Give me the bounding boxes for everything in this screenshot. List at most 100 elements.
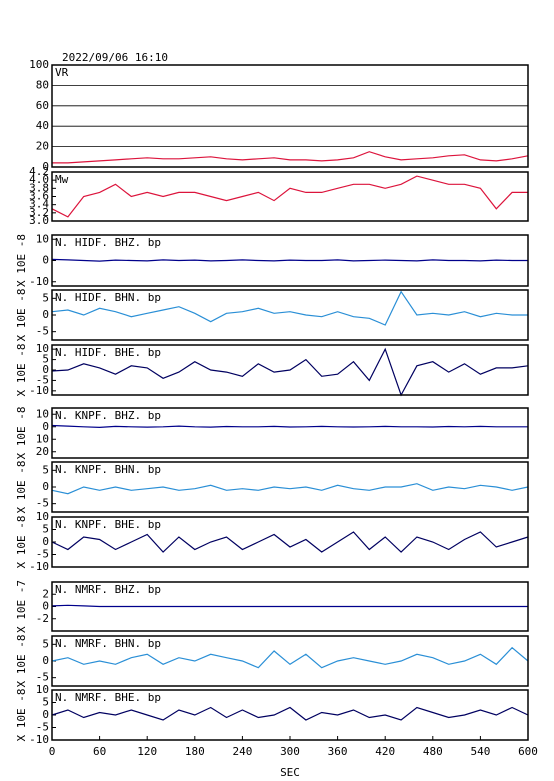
panel-title: N. NMRF. BHE. bp [55, 691, 161, 704]
y-tick-label: 20 [36, 445, 49, 458]
y-tick-label: -5 [36, 721, 49, 734]
y-tick-label: 3.2 [29, 206, 49, 219]
x-tick-label: 180 [185, 745, 205, 758]
y-tick-label: 0 [42, 708, 49, 721]
y-tick-label: 10 [36, 342, 49, 355]
y-tick-label: 10 [36, 683, 49, 696]
y-axis-label: X 10E -8 [15, 344, 28, 397]
y-tick-label: 5 [42, 353, 49, 366]
y-tick-label: 3.8 [29, 181, 49, 194]
x-tick-label: 300 [280, 745, 300, 758]
y-axis-label: X 10E -8 [15, 407, 28, 460]
panel-frame [51, 344, 529, 396]
panel-frame [51, 64, 529, 168]
y-tick-label: -5 [36, 497, 49, 510]
y-tick-label: -10 [29, 560, 49, 573]
y-tick-label: 3.4 [29, 198, 49, 211]
y-tick-label: 5 [42, 523, 49, 536]
y-tick-label: 100 [29, 58, 49, 71]
panel-frame [51, 689, 529, 741]
panel-frame [51, 516, 529, 568]
y-tick-label: 10 [36, 232, 49, 245]
y-tick-label: 5 [42, 696, 49, 709]
page-title: 2022/09/06 16:10 [62, 51, 168, 64]
x-tick-label: 540 [470, 745, 490, 758]
y-axis-label: X 10E -8 [15, 234, 28, 287]
panel-title: VR [55, 66, 69, 79]
trace [51, 531, 529, 553]
y-tick-label: 4.2 [29, 165, 49, 178]
panel-frame [51, 289, 529, 341]
y-tick-label: 0 [42, 308, 49, 321]
y-tick-label: -10 [29, 275, 49, 288]
y-tick-label: 2 [42, 587, 49, 600]
panel-frame [51, 407, 529, 459]
y-tick-label: -10 [29, 384, 49, 397]
y-tick-label: 4.0 [29, 173, 49, 186]
y-axis-label: X 10E -7 [15, 580, 28, 633]
trace [52, 151, 529, 164]
panel-frame [51, 635, 529, 687]
x-tick-label: 420 [375, 745, 395, 758]
y-tick-label: -5 [36, 671, 49, 684]
y-axis-label: X 10E -8 [15, 635, 28, 688]
y-tick-label: 0 [42, 480, 49, 493]
panel-title: N. KNPF. BHN. bp [55, 463, 161, 476]
trace [51, 604, 528, 608]
trace [51, 424, 528, 429]
y-tick-label: 40 [36, 119, 49, 132]
x-tick-label: 480 [423, 745, 443, 758]
panel-frame [51, 461, 529, 513]
panel-title: N. HIDF. BHN. bp [55, 291, 161, 304]
y-tick-label: 5 [42, 291, 49, 304]
y-tick-label: 3.0 [29, 214, 49, 227]
y-tick-label: -2 [36, 612, 49, 625]
y-tick-label: 10 [36, 432, 49, 445]
y-tick-label: 10 [36, 510, 49, 523]
x-axis-label: SEC [280, 766, 300, 779]
panel-frame [51, 234, 529, 287]
y-tick-label: 0 [42, 600, 49, 613]
y-tick-label: 3.6 [29, 190, 49, 203]
trace [51, 646, 529, 669]
panel-title: N. KNPF. BHZ. bp [55, 409, 161, 422]
trace [51, 706, 529, 721]
y-tick-label: 0 [42, 535, 49, 548]
trace [51, 347, 529, 397]
y-tick-label: 0 [42, 160, 49, 173]
y-tick-label: -5 [36, 373, 49, 386]
y-tick-label: -5 [36, 548, 49, 561]
trace [51, 175, 528, 218]
y-tick-label: 10 [36, 407, 49, 420]
panel-frame [51, 171, 529, 222]
y-tick-label: 0 [42, 254, 49, 267]
y-tick-label: 0 [42, 654, 49, 667]
y-axis-label: X 10E -8 [15, 516, 28, 569]
y-axis-label: X 10E -8 [15, 461, 28, 514]
panel-title: N. HIDF. BHZ. bp [55, 236, 161, 249]
y-tick-label: 0 [42, 363, 49, 376]
y-tick-label: -5 [36, 325, 49, 338]
y-tick-label: 20 [36, 140, 49, 153]
y-tick-label: 5 [42, 463, 49, 476]
x-tick-label: 120 [137, 745, 157, 758]
y-axis-label: X 10E -8 [15, 689, 28, 742]
trace [51, 290, 528, 326]
trace [51, 258, 528, 262]
x-tick-label: 600 [518, 745, 538, 758]
y-tick-label: 0 [42, 420, 49, 433]
y-axis-label: X 10E -8 [15, 289, 28, 342]
x-tick-label: 0 [49, 745, 56, 758]
x-tick-label: 60 [93, 745, 106, 758]
panel-title: N. HIDF. BHE. bp [55, 346, 161, 359]
trace [51, 483, 529, 495]
y-tick-label: 60 [36, 99, 49, 112]
panel-title: N. NMRF. BHN. bp [55, 637, 161, 650]
x-tick-label: 240 [232, 745, 252, 758]
y-tick-label: 80 [36, 78, 49, 91]
y-tick-label: 5 [42, 637, 49, 650]
panel-title: N. NMRF. BHZ. bp [55, 583, 161, 596]
panel-title: N. KNPF. BHE. bp [55, 518, 161, 531]
panel-title: Mw [55, 173, 69, 186]
